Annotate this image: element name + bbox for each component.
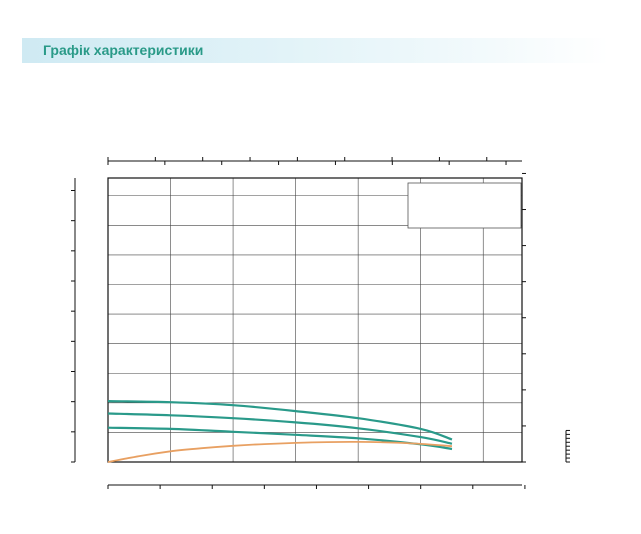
page-title: Графік характеристики	[43, 42, 204, 58]
plot-frame	[107, 177, 523, 463]
series-line-EFF	[107, 440, 453, 463]
model-annotation-box	[407, 182, 522, 229]
series-line-2-8	[107, 426, 453, 451]
header-bar: Графік характеристики	[22, 38, 609, 63]
series-line-2-11	[107, 412, 453, 445]
series-line-2-14	[107, 400, 453, 441]
